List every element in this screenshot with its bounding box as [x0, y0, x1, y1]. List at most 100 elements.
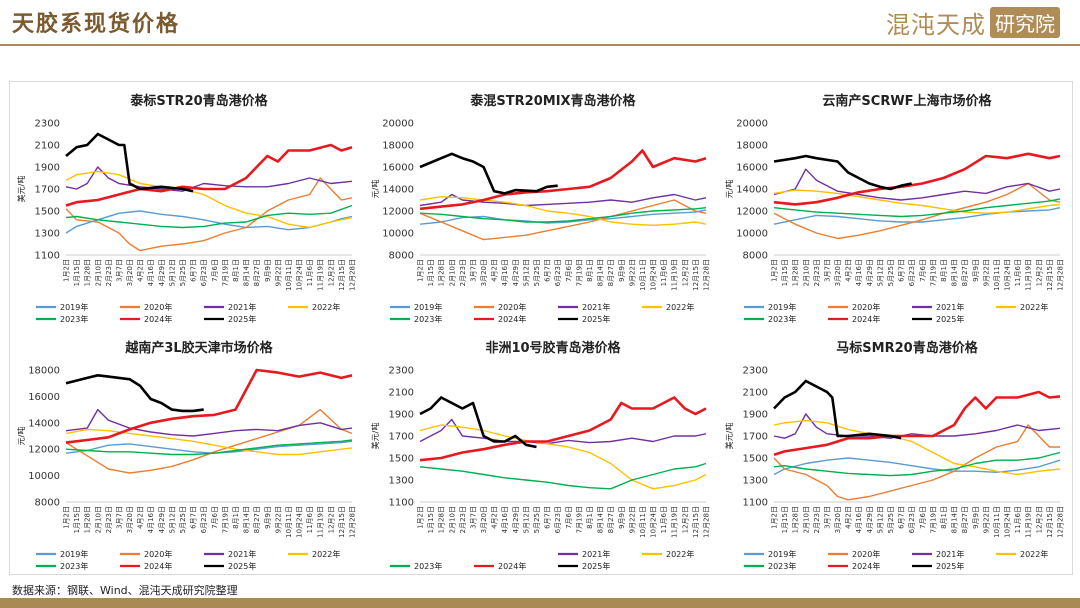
x-tick-label: 5月12日: [876, 506, 884, 533]
x-tick-label: 4月16日: [147, 506, 155, 533]
y-tick-label: 1300: [35, 229, 60, 240]
x-tick-label: 1月2日: [63, 506, 71, 529]
x-tick-label: 5月25日: [179, 259, 187, 286]
y-tick-label: 2100: [743, 388, 768, 399]
x-tick-label: 1月15日: [73, 506, 81, 533]
x-tick-label: 7月19日: [575, 506, 583, 533]
x-tick-label: 8月27日: [607, 506, 615, 533]
x-tick-label: 1月2日: [417, 259, 425, 282]
x-tick-label: 4月16日: [501, 506, 509, 533]
series-line-2024年: [419, 396, 707, 462]
y-axis-label: 美元/吨: [370, 423, 380, 450]
x-tick-label: 9月9日: [264, 506, 272, 529]
x-tick-label: 1月15日: [781, 506, 789, 533]
x-tick-label: 5月25日: [887, 259, 895, 286]
y-tick-label: 1700: [35, 185, 60, 196]
x-tick-label: 2月10日: [802, 506, 810, 533]
series-line-2022年: [419, 424, 707, 490]
y-tick-label: 1900: [389, 410, 414, 421]
x-tick-label: 12月2日: [681, 506, 689, 533]
x-tick-label: 1月28日: [438, 506, 446, 533]
legend-label: 2024年: [498, 314, 526, 324]
x-tick-label: 6月23日: [908, 506, 916, 533]
logo: 混沌天成 研究院: [886, 6, 1060, 39]
legend-label: 2023年: [60, 561, 88, 571]
x-tick-label: 10月11日: [639, 506, 647, 538]
series-line-2020年: [773, 424, 1060, 501]
x-tick-label: 4月2日: [491, 506, 499, 529]
legend-label: 2021年: [228, 302, 256, 312]
y-tick-label: 10000: [382, 229, 414, 240]
series-line-2019年: [773, 457, 1061, 476]
x-tick-label: 9月9日: [618, 506, 626, 529]
x-tick-label: 7月19日: [575, 259, 583, 286]
x-tick-label: 3月7日: [469, 259, 477, 282]
x-tick-label: 5月12日: [522, 259, 530, 286]
x-tick-label: 5月25日: [533, 506, 541, 533]
legend-label: 2019年: [60, 302, 88, 312]
x-tick-label: 8月27日: [253, 506, 261, 533]
x-tick-label: 9月22日: [628, 506, 636, 533]
x-tick-label: 8月1日: [232, 259, 240, 282]
x-tick-label: 10月24日: [1004, 506, 1012, 538]
x-tick-label: 4月2日: [491, 259, 499, 282]
x-tick-label: 1月28日: [792, 259, 800, 286]
legend-label: 2021年: [228, 549, 256, 559]
series-line-2023年: [419, 207, 707, 223]
y-tick-label: 1900: [743, 410, 768, 421]
legend-label: 2025年: [228, 314, 256, 324]
x-tick-label: 12月15日: [692, 506, 700, 538]
y-tick-label: 1500: [35, 207, 60, 218]
chart-title: 马标SMR20青岛港价格: [836, 340, 978, 356]
x-tick-label: 6月23日: [200, 506, 208, 533]
x-tick-label: 3月20日: [480, 506, 488, 533]
x-tick-label: 2月10日: [448, 259, 456, 286]
x-tick-label: 4月2日: [845, 259, 853, 282]
x-tick-label: 9月9日: [264, 259, 272, 282]
series-line-2022年: [65, 428, 353, 456]
x-tick-label: 6月7日: [190, 506, 198, 529]
x-tick-label: 11月19日: [317, 506, 325, 538]
legend-label: 2025年: [582, 314, 610, 324]
x-tick-label: 1月15日: [427, 506, 435, 533]
x-tick-label: 8月14日: [243, 506, 251, 533]
series-line-2025年: [419, 396, 537, 449]
y-tick-label: 12000: [28, 445, 60, 456]
x-tick-label: 12月15日: [338, 259, 346, 291]
x-tick-label: 4月29日: [866, 506, 874, 533]
legend-label: 2019年: [768, 302, 796, 312]
x-tick-label: 3月7日: [115, 259, 123, 282]
y-tick-label: 14000: [382, 185, 414, 196]
x-tick-label: 4月2日: [137, 506, 145, 529]
series-line-2024年: [65, 143, 353, 207]
legend-label: 2024年: [852, 561, 880, 571]
series-line-2024年: [419, 149, 707, 211]
legend-label: 2022年: [1020, 302, 1048, 312]
x-tick-label: 7月19日: [929, 259, 937, 286]
x-tick-label: 4月16日: [147, 259, 155, 286]
legend-label: 2021年: [582, 549, 610, 559]
footer-bar: [0, 598, 1080, 608]
chart-str20: 泰标STR20青岛港价格 美元/吨 1100 1300 1500 1700 1900 2100…: [10, 83, 360, 327]
x-tick-label: 6月7日: [898, 506, 906, 529]
x-tick-label: 4月2日: [137, 259, 145, 282]
series-line-2021年: [419, 418, 707, 445]
x-tick-label: 7月6日: [211, 259, 219, 282]
y-tick-label: 8000: [743, 251, 768, 262]
x-tick-label: 9月22日: [628, 259, 636, 286]
legend-label: 2020年: [144, 549, 172, 559]
x-tick-label: 4月29日: [866, 259, 874, 286]
series-line-2020年: [65, 177, 353, 252]
x-tick-label: 3月20日: [834, 259, 842, 286]
y-tick-label: 16000: [382, 163, 414, 174]
x-tick-label: 1月15日: [427, 259, 435, 286]
x-tick-label: 1月28日: [438, 259, 446, 286]
series-line-2025年: [419, 152, 558, 195]
legend-label: 2024年: [498, 561, 526, 571]
y-tick-label: 16000: [28, 392, 60, 403]
x-tick-label: 12月28日: [703, 259, 711, 291]
